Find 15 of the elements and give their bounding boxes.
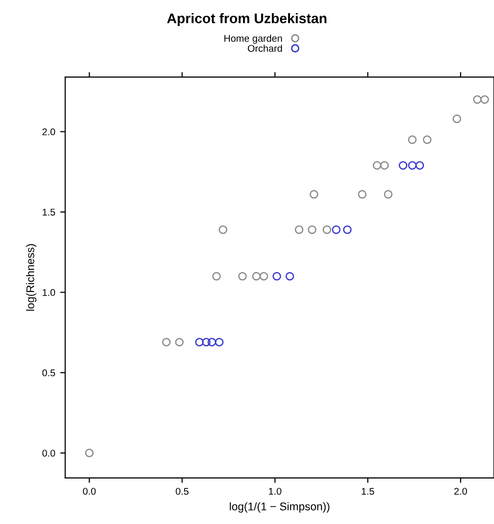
- x-axis-title: log(1/(1 − Simpson)): [230, 502, 330, 513]
- legend-label: Orchard: [248, 44, 282, 52]
- chart-title: Apricot from Uzbekistan: [167, 13, 326, 26]
- legend-label: Home garden: [224, 34, 282, 44]
- y-tick-label: 1.0: [42, 289, 56, 296]
- y-tick-label: 1.5: [42, 208, 56, 216]
- x-tick-label: 0.0: [82, 488, 96, 495]
- x-tick-label: 2.0: [454, 488, 467, 495]
- y-tick-label: 0.0: [42, 450, 56, 457]
- x-tick-label: 1.5: [362, 488, 374, 495]
- y-tick-label: 0.5: [42, 369, 56, 376]
- x-tick-label: 1.0: [268, 488, 282, 495]
- x-tick-label: 0.5: [176, 488, 188, 495]
- y-tick-label: 2.0: [42, 128, 56, 136]
- y-axis-title: log(Richness): [26, 244, 36, 311]
